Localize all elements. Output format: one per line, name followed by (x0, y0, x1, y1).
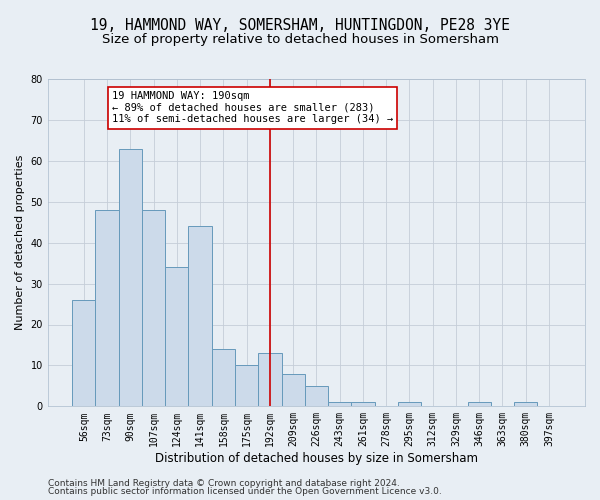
Bar (328, 402, 351, 406)
Bar (281, 374, 305, 406)
Bar (351, 402, 374, 406)
Bar (258, 353, 281, 406)
X-axis label: Distribution of detached houses by size in Somersham: Distribution of detached houses by size … (155, 452, 478, 465)
Text: Contains HM Land Registry data © Crown copyright and database right 2024.: Contains HM Land Registry data © Crown c… (48, 478, 400, 488)
Bar (72, 300, 95, 406)
Bar (188, 226, 212, 406)
Bar (142, 210, 165, 406)
Bar (467, 402, 491, 406)
Bar (212, 349, 235, 406)
Text: 19, HAMMOND WAY, SOMERSHAM, HUNTINGDON, PE28 3YE: 19, HAMMOND WAY, SOMERSHAM, HUNTINGDON, … (90, 18, 510, 32)
Bar (398, 402, 421, 406)
Bar (165, 267, 188, 406)
Bar (514, 402, 538, 406)
Bar (119, 148, 142, 406)
Text: 19 HAMMOND WAY: 190sqm
← 89% of detached houses are smaller (283)
11% of semi-de: 19 HAMMOND WAY: 190sqm ← 89% of detached… (112, 92, 393, 124)
Bar (235, 366, 258, 406)
Y-axis label: Number of detached properties: Number of detached properties (15, 155, 25, 330)
Bar (305, 386, 328, 406)
Text: Contains public sector information licensed under the Open Government Licence v3: Contains public sector information licen… (48, 487, 442, 496)
Text: Size of property relative to detached houses in Somersham: Size of property relative to detached ho… (101, 32, 499, 46)
Bar (95, 210, 119, 406)
